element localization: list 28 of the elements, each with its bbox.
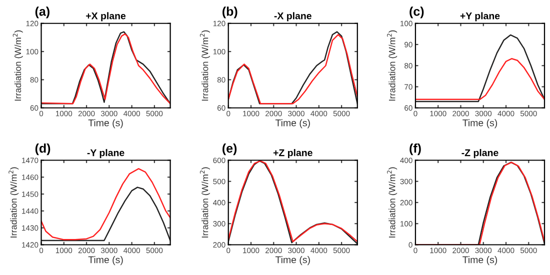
y-axis-title: Irradiation (W/m$^{2}$) [200, 167, 210, 238]
text: (a) [35, 6, 50, 18]
chart-title: +Y plane [460, 12, 500, 22]
y-axis-title: Irradiation (W/m$^{2}$) [387, 167, 398, 238]
text: (e) [222, 144, 237, 156]
chart-title: -Y plane [87, 149, 124, 158]
line-series [415, 58, 544, 100]
text: (c) [410, 6, 424, 18]
x-axis-title: Time (s) [275, 119, 310, 128]
y-axis-title: Irradiation (W/m$^{2}$) [12, 30, 23, 101]
x-axis-title: Time (s) [88, 256, 123, 266]
chart-title: +Z plane [273, 149, 312, 158]
x-axis-title: Time (s) [462, 119, 498, 128]
chart-title: +X plane [86, 12, 126, 22]
x-axis-title: Time (s) [88, 119, 123, 128]
chart-title: -Z plane [462, 149, 498, 158]
text: (f) [410, 144, 421, 156]
chart-title: -X plane [274, 12, 312, 22]
x-axis-title: Time (s) [462, 256, 498, 266]
y-axis-title: Irradiation (W/m$^{2}$) [200, 30, 210, 101]
y-axis-title: Irradiation (W/m$^{2}$) [8, 167, 19, 238]
line-series [415, 34, 544, 102]
text: (d) [35, 144, 50, 156]
line-series [41, 186, 170, 242]
text: (b) [222, 6, 238, 18]
y-axis-title: Irradiation (W/m$^{2}$) [387, 30, 398, 101]
x-axis-title: Time (s) [275, 256, 310, 266]
line-series [41, 168, 170, 240]
